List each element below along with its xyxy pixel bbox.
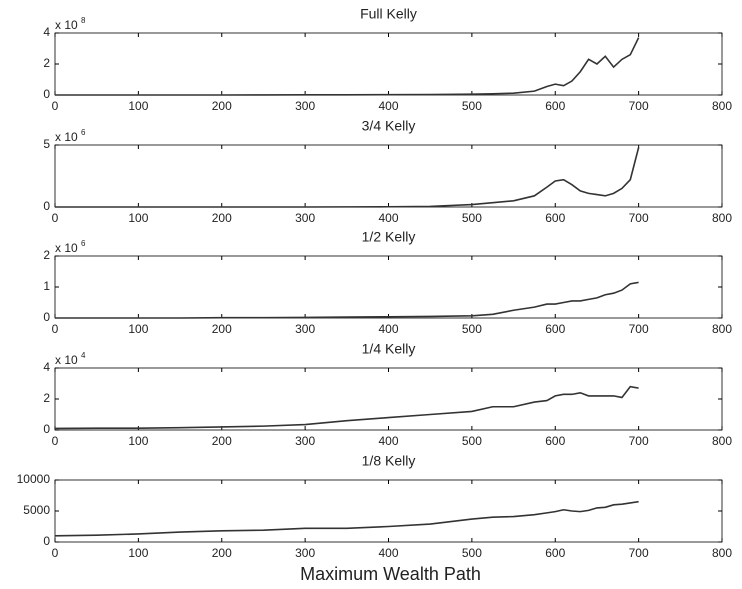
y-tick-label: 0 <box>43 199 50 213</box>
x-tick-label: 200 <box>212 211 232 225</box>
x-tick-label: 800 <box>712 546 732 560</box>
x-tick-label: 600 <box>545 434 565 448</box>
plot-frame <box>54 255 723 319</box>
x-tick-label: 500 <box>462 434 482 448</box>
x-tick-label: 100 <box>128 434 148 448</box>
x-tick-label: 200 <box>212 546 232 560</box>
line <box>55 37 640 96</box>
y-tick-label: 0 <box>43 534 50 548</box>
y-tick-label: 5 <box>43 137 50 151</box>
y-multiplier-exponent: 6 <box>81 239 86 248</box>
plot-frame <box>54 144 723 208</box>
x-tick-label: 800 <box>712 211 732 225</box>
x-tick-label: 600 <box>545 546 565 560</box>
y-multiplier: x 10 <box>55 353 78 367</box>
chart-title: 1/8 Kelly <box>362 453 416 469</box>
line <box>54 385 639 430</box>
chart-title: 1/2 Kelly <box>362 229 416 245</box>
x-tick-label: 500 <box>462 546 482 560</box>
y-tick-label: 2 <box>43 391 50 405</box>
x-tick-label: 400 <box>378 211 398 225</box>
x-tick-label: 100 <box>128 546 148 560</box>
y-multiplier: x 10 <box>55 241 78 255</box>
y-tick-label: 0 <box>43 87 50 101</box>
chart-title: Full Kelly <box>360 6 417 22</box>
y-tick-label: 0 <box>43 310 50 324</box>
x-tick-label: 400 <box>378 546 398 560</box>
x-tick-label: 0 <box>52 211 59 225</box>
x-tick-label: 700 <box>629 211 649 225</box>
plot-frame <box>54 32 723 96</box>
x-tick-label: 400 <box>378 322 398 336</box>
x-tick-label: 100 <box>128 322 148 336</box>
y-multiplier-exponent: 6 <box>81 128 86 137</box>
x-axis-label: Maximum Wealth Path <box>300 564 481 584</box>
x-tick-label: 0 <box>52 546 59 560</box>
y-tick-label: 4 <box>43 25 50 39</box>
y-tick-label: 10000 <box>17 472 51 486</box>
y-tick-label: 2 <box>43 56 50 70</box>
chart-title: 3/4 Kelly <box>362 118 416 134</box>
x-tick-label: 600 <box>545 211 565 225</box>
y-tick-label: 0 <box>43 422 50 436</box>
line <box>55 281 639 319</box>
x-tick-label: 800 <box>712 99 732 113</box>
line <box>54 500 639 537</box>
x-tick-label: 0 <box>52 322 59 336</box>
x-tick-label: 0 <box>52 99 59 113</box>
x-tick-label: 700 <box>629 99 649 113</box>
y-multiplier-exponent: 4 <box>81 351 86 360</box>
x-tick-label: 300 <box>295 434 315 448</box>
y-tick-label: 2 <box>43 248 50 262</box>
x-tick-label: 700 <box>629 546 649 560</box>
x-tick-label: 200 <box>212 434 232 448</box>
x-tick-label: 200 <box>212 322 232 336</box>
y-multiplier-exponent: 8 <box>81 16 86 25</box>
x-tick-label: 700 <box>629 434 649 448</box>
x-tick-label: 200 <box>212 99 232 113</box>
y-tick-label: 4 <box>43 360 50 374</box>
x-tick-label: 800 <box>712 322 732 336</box>
y-tick-label: 1 <box>43 279 50 293</box>
y-tick-label: 5000 <box>23 503 50 517</box>
x-tick-label: 100 <box>128 99 148 113</box>
x-tick-label: 600 <box>545 99 565 113</box>
x-tick-label: 300 <box>295 211 315 225</box>
x-tick-label: 300 <box>295 322 315 336</box>
x-tick-label: 500 <box>462 322 482 336</box>
x-tick-label: 300 <box>295 99 315 113</box>
x-tick-label: 500 <box>462 211 482 225</box>
x-tick-label: 700 <box>629 322 649 336</box>
x-tick-label: 400 <box>378 434 398 448</box>
x-tick-label: 500 <box>462 99 482 113</box>
x-tick-label: 400 <box>378 99 398 113</box>
x-tick-label: 100 <box>128 211 148 225</box>
x-tick-label: 600 <box>545 322 565 336</box>
plot-frame <box>54 367 723 431</box>
line <box>55 147 640 208</box>
x-tick-label: 800 <box>712 434 732 448</box>
x-tick-label: 0 <box>52 434 59 448</box>
y-multiplier: x 10 <box>55 130 78 144</box>
y-multiplier: x 10 <box>55 18 78 32</box>
x-tick-label: 300 <box>295 546 315 560</box>
chart-title: 1/4 Kelly <box>362 341 416 357</box>
